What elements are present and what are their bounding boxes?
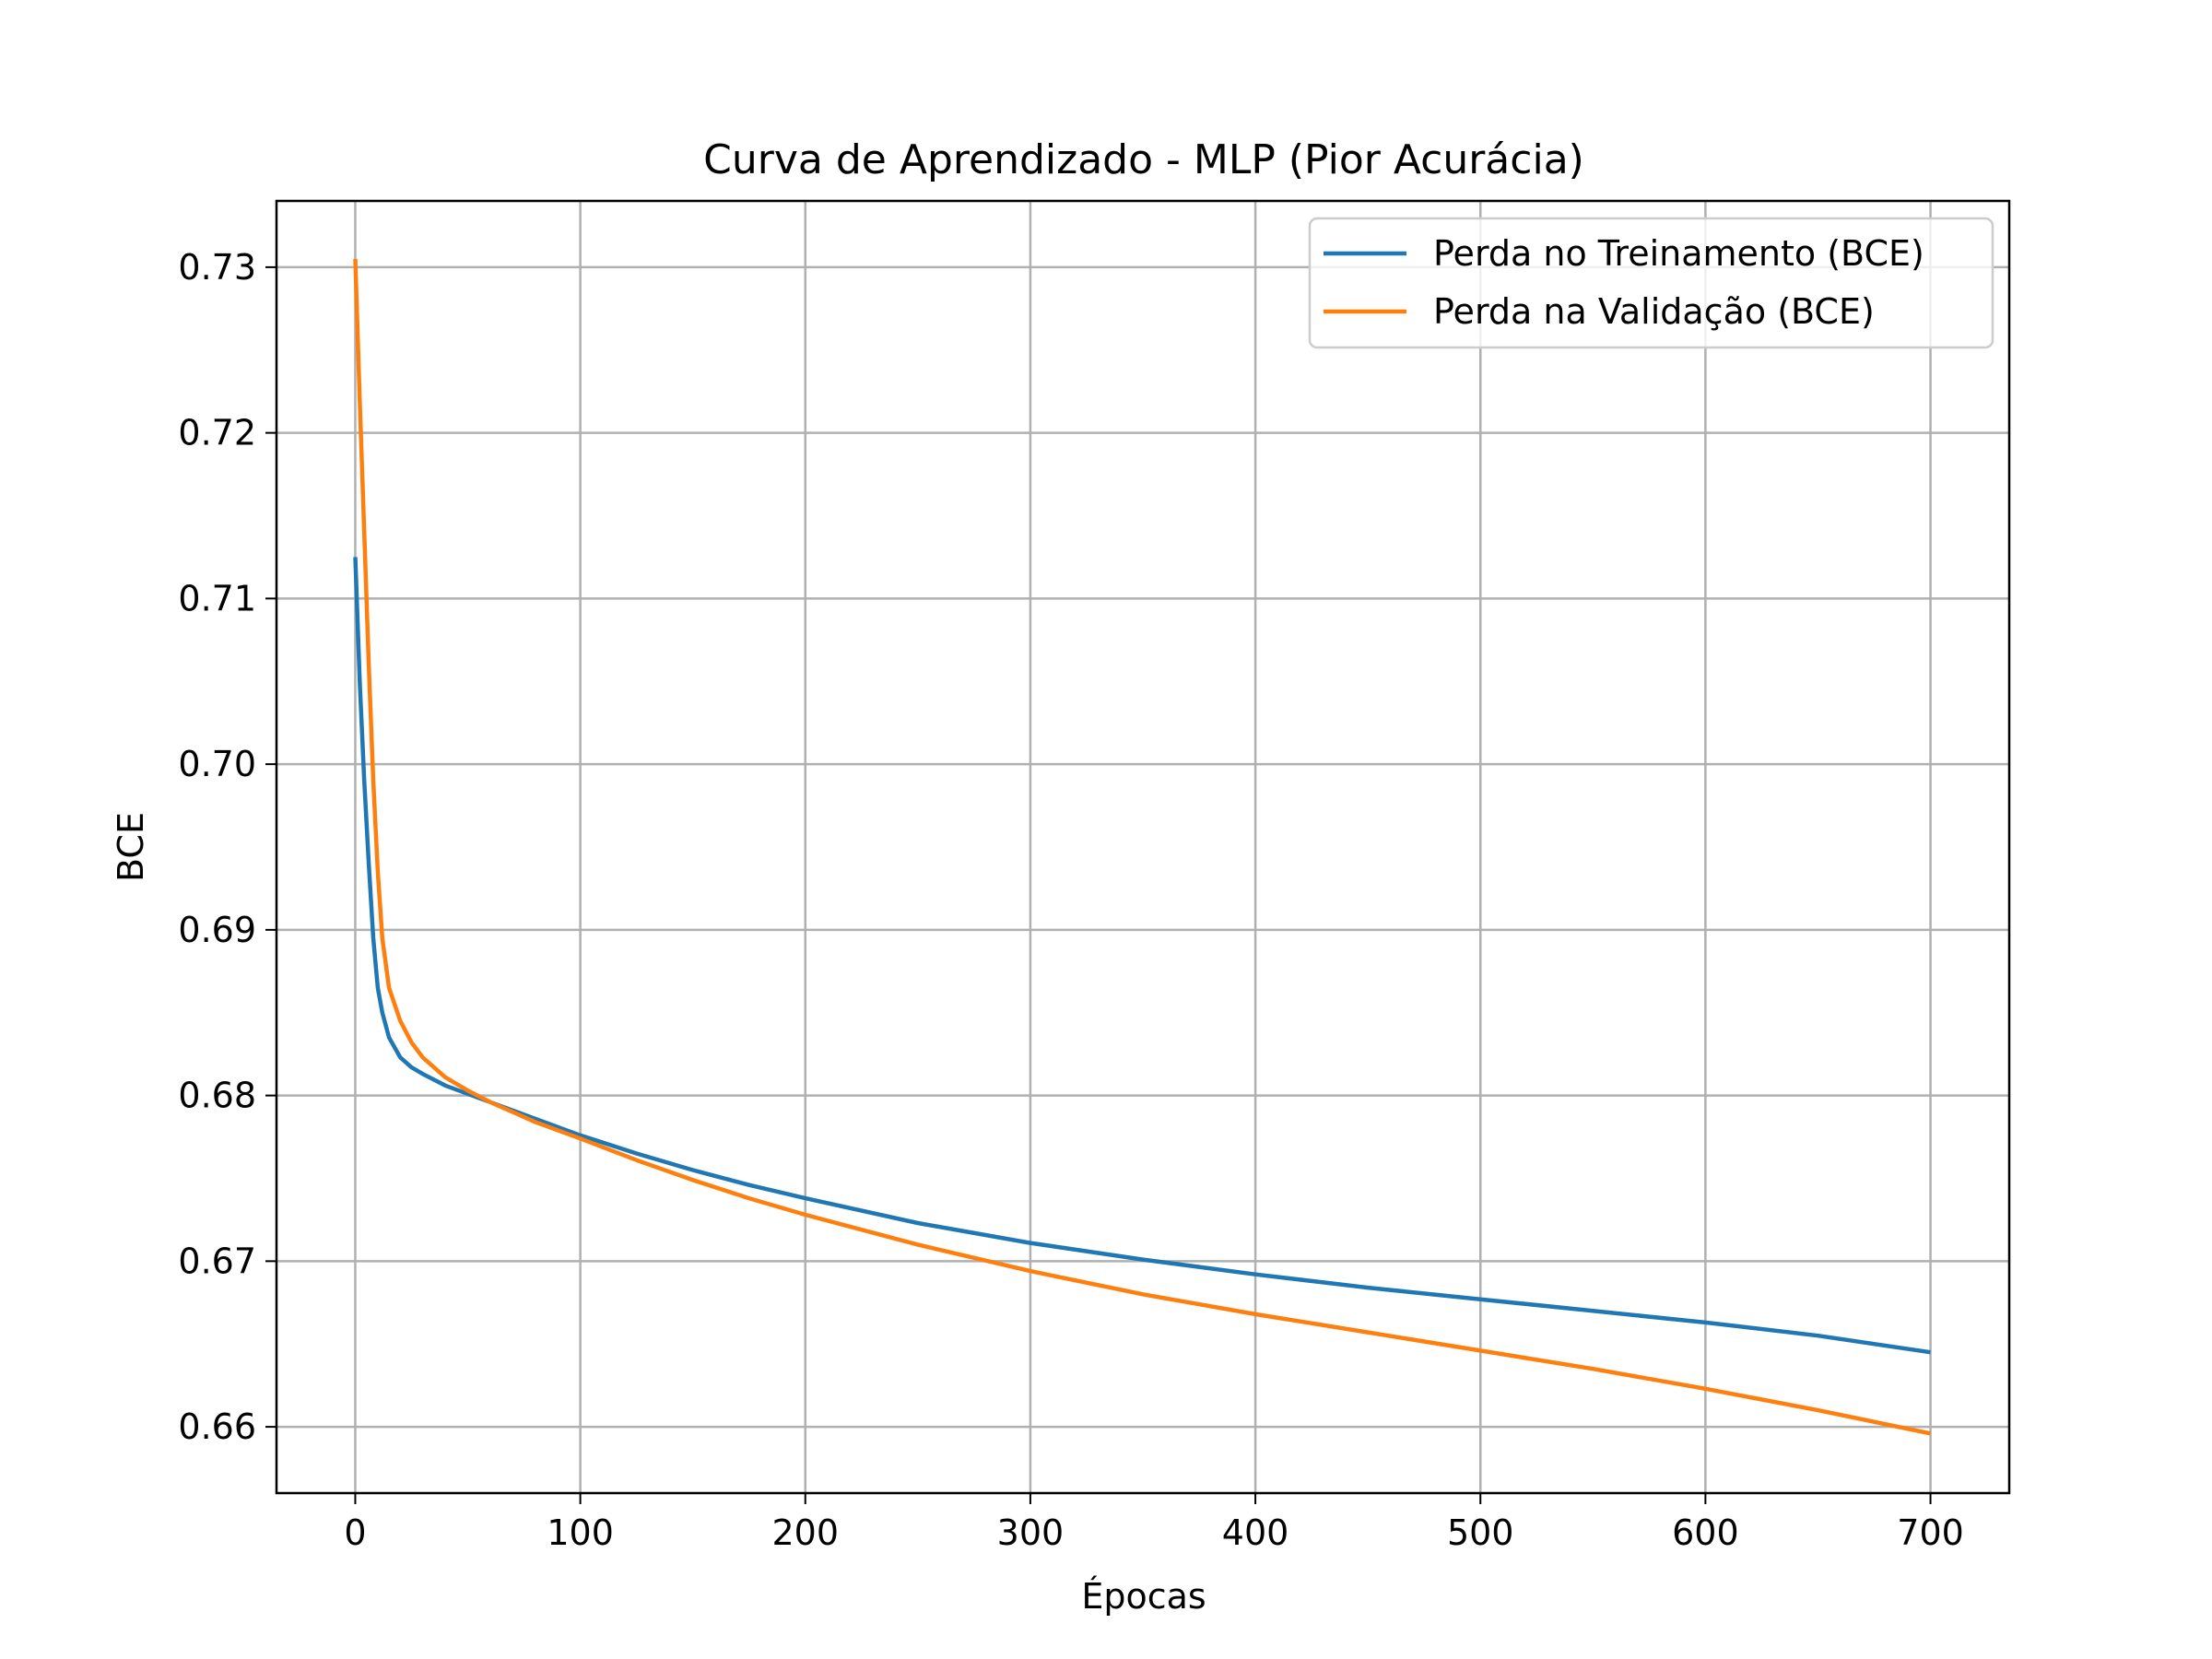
- plot-series: [353, 258, 1931, 1436]
- y-tick-label: 0.68: [178, 1076, 256, 1116]
- x-tick-label: 500: [1447, 1512, 1514, 1553]
- legend: Perda no Treinamento (BCE) Perda na Vali…: [1308, 217, 1994, 349]
- y-tick-label: 0.72: [178, 413, 256, 453]
- y-axis-label: BCE: [111, 812, 151, 882]
- axis-ticks: 0 100 200 300 400 500 600 700 0.66 0.67 0.68 0.69 0.…: [178, 247, 1963, 1553]
- plot-frame: [275, 199, 2011, 1495]
- x-tick-label: 600: [1672, 1512, 1739, 1553]
- y-tick-label: 0.69: [178, 910, 256, 950]
- x-tick-label: 100: [547, 1512, 614, 1553]
- grid: [276, 201, 2009, 1493]
- y-tick-label: 0.67: [178, 1241, 256, 1281]
- x-tick-label: 700: [1897, 1512, 1964, 1553]
- x-tick-label: 0: [344, 1512, 366, 1553]
- series-line-train: [353, 557, 1931, 1355]
- y-tick-label: 0.66: [178, 1406, 256, 1447]
- legend-label-validation: Perda na Validação (BCE): [1433, 291, 1875, 332]
- legend-box: [1308, 217, 1994, 349]
- x-axis-label: Épocas: [1081, 1576, 1206, 1617]
- chart-title: Curva de Aprendizado - MLP (Pior Acuráci…: [703, 136, 1584, 183]
- y-tick-label: 0.71: [178, 578, 256, 618]
- x-tick-label: 400: [1222, 1512, 1289, 1553]
- y-tick-label: 0.73: [178, 247, 256, 288]
- x-tick-label: 200: [772, 1512, 840, 1553]
- x-tick-label: 300: [997, 1512, 1065, 1553]
- series-line-validation: [353, 258, 1931, 1436]
- y-tick-label: 0.70: [178, 744, 256, 784]
- legend-label-train: Perda no Treinamento (BCE): [1433, 233, 1924, 274]
